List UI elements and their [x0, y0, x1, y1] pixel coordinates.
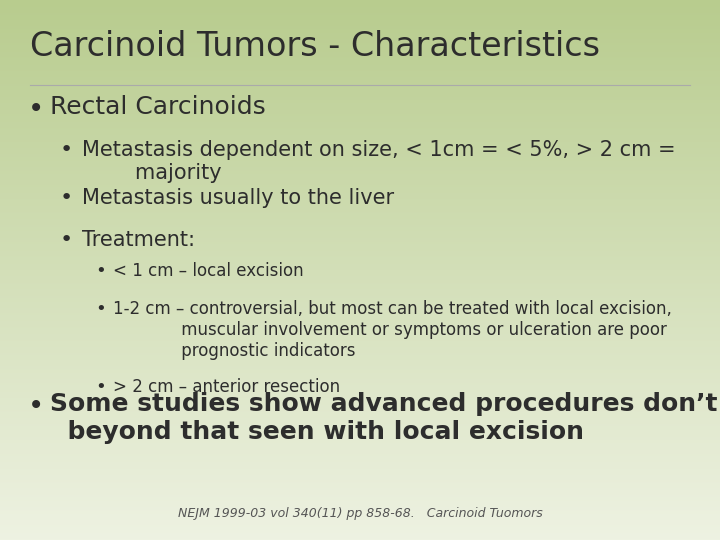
Text: Treatment:: Treatment:: [82, 230, 195, 250]
Text: •: •: [60, 140, 73, 160]
Text: < 1 cm – local excision: < 1 cm – local excision: [113, 262, 304, 280]
Text: Rectal Carcinoids: Rectal Carcinoids: [50, 95, 266, 119]
Text: Metastasis usually to the liver: Metastasis usually to the liver: [82, 188, 394, 208]
Text: •: •: [95, 300, 106, 318]
Text: •: •: [28, 95, 44, 123]
Text: NEJM 1999-03 vol 340(11) pp 858-68.   Carcinoid Tuomors: NEJM 1999-03 vol 340(11) pp 858-68. Carc…: [178, 507, 542, 520]
Text: •: •: [60, 230, 73, 250]
Text: •: •: [60, 188, 73, 208]
Text: •: •: [95, 262, 106, 280]
Text: Some studies show advanced procedures don’t extend life
  beyond that seen with : Some studies show advanced procedures do…: [50, 392, 720, 444]
Text: Metastasis dependent on size, < 1cm = < 5%, > 2 cm =
        majority: Metastasis dependent on size, < 1cm = < …: [82, 140, 675, 183]
Text: Carcinoid Tumors - Characteristics: Carcinoid Tumors - Characteristics: [30, 30, 600, 63]
Text: •: •: [95, 378, 106, 396]
Text: 1-2 cm – controversial, but most can be treated with local excision,
           : 1-2 cm – controversial, but most can be …: [113, 300, 672, 360]
Text: •: •: [28, 392, 44, 420]
Text: > 2 cm – anterior resection: > 2 cm – anterior resection: [113, 378, 340, 396]
